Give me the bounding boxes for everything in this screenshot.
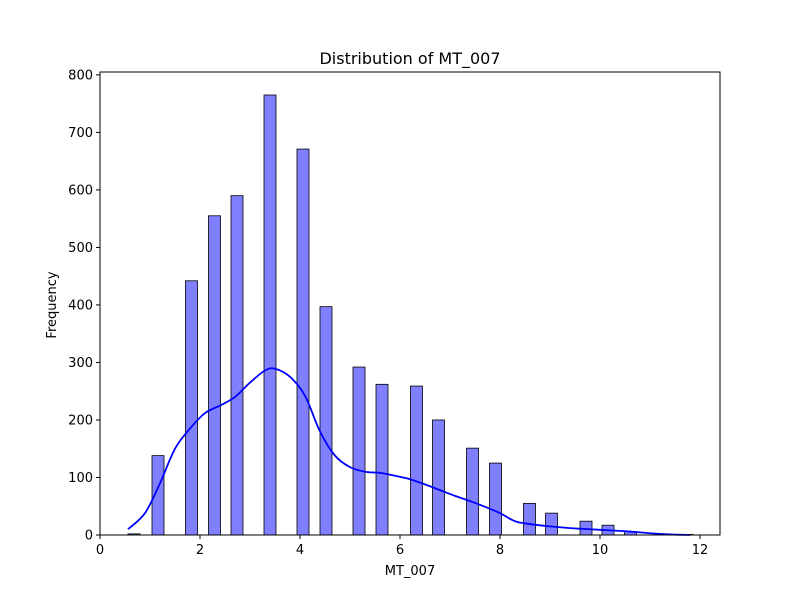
histogram-bar-6 [296, 148, 310, 536]
bars-layer [127, 94, 694, 536]
y-tick-label: 100 [68, 471, 93, 486]
x-tick-label: 10 [592, 543, 609, 558]
y-tick-label: 300 [68, 356, 93, 371]
histogram-bar-4 [230, 195, 244, 536]
histogram-bar-5 [263, 94, 277, 536]
chart-title: Distribution of MT_007 [319, 49, 500, 69]
x-tick-label: 0 [96, 543, 104, 558]
x-tick-label: 4 [296, 543, 304, 558]
x-tick-label: 12 [692, 543, 709, 558]
histogram-bar-7 [319, 306, 333, 536]
y-tick-label: 600 [68, 183, 93, 198]
histogram-bar-2 [185, 280, 198, 536]
histogram-bar-10 [410, 385, 423, 536]
histogram-bar-8 [352, 366, 366, 536]
histogram-bar-11 [432, 419, 445, 536]
histogram-bar-3 [208, 215, 221, 536]
x-axis-label: MT_007 [385, 564, 435, 579]
plot-frame [99, 71, 721, 536]
x-tick-label: 2 [196, 543, 204, 558]
histogram-bar-13 [489, 462, 502, 536]
histogram-bar-15 [545, 512, 558, 536]
y-tick-label: 800 [68, 68, 93, 83]
histogram-bar-9 [375, 383, 389, 536]
y-tick-label: 500 [68, 241, 93, 256]
x-tick-label: 8 [496, 543, 504, 558]
y-tick-label: 200 [68, 413, 93, 428]
y-axis-ticks: 0 100 200 300 400 500 600 700 800 [68, 68, 100, 544]
y-axis-label: Frequency [45, 271, 60, 338]
histogram-bar-12 [466, 447, 479, 536]
y-tick-label: 0 [85, 529, 93, 544]
histogram-bar-14 [523, 502, 536, 536]
x-axis-ticks: 0 2 4 6 8 10 12 [96, 535, 708, 558]
x-tick-label: 6 [396, 543, 404, 558]
y-tick-label: 400 [68, 298, 93, 313]
kde-curve [127, 367, 691, 536]
y-tick-label: 700 [68, 126, 93, 141]
kde-layer [127, 367, 691, 536]
